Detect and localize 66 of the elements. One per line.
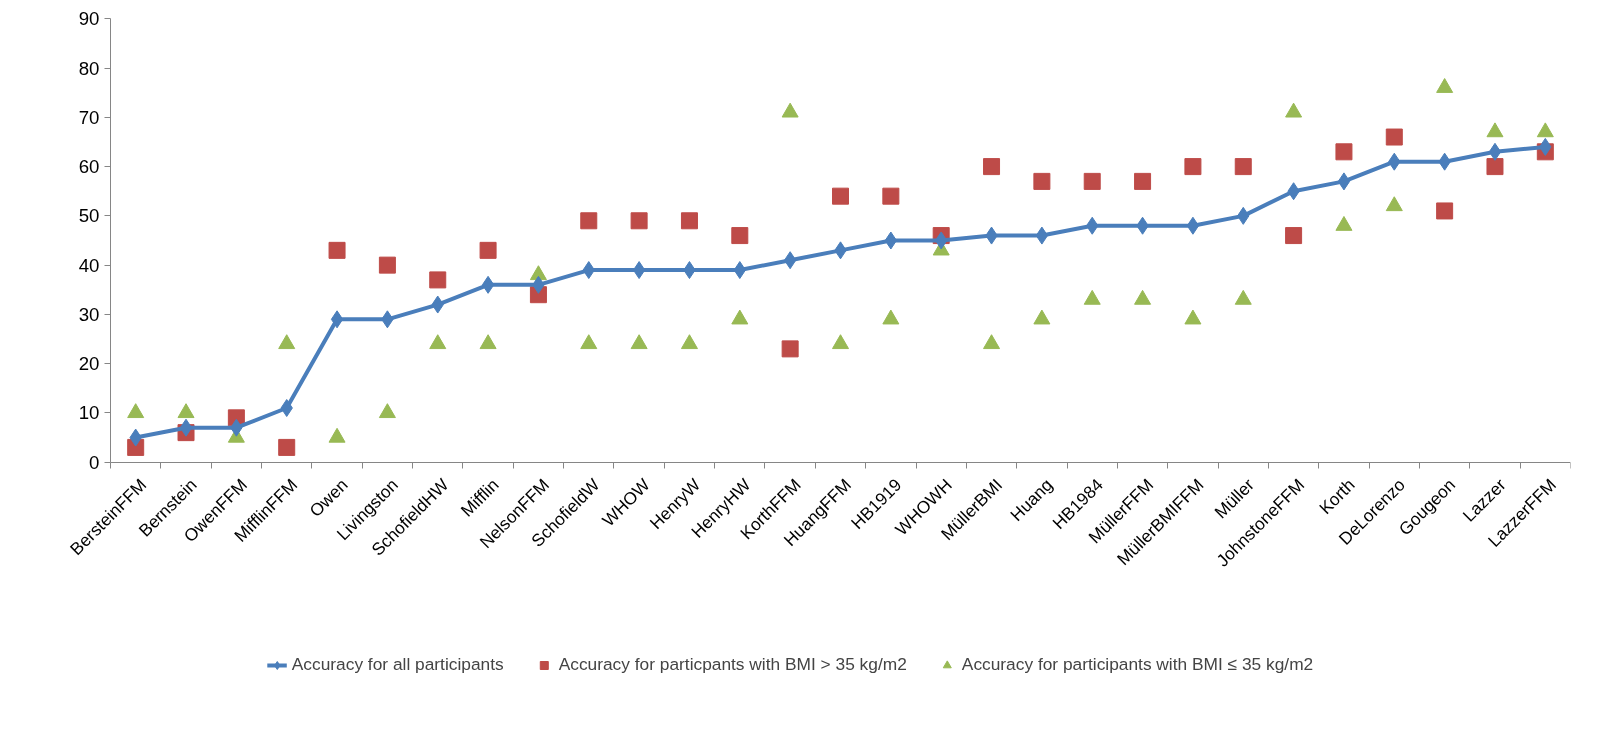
point (1033, 309, 1051, 325)
point (479, 241, 497, 259)
point (632, 261, 646, 280)
point (330, 310, 344, 329)
point (731, 227, 749, 245)
point (1134, 172, 1152, 190)
point (580, 212, 598, 230)
legend-label: Accuracy for participants with BMI ≤ 35 kg/m2 (961, 654, 1314, 675)
point (983, 158, 1001, 176)
point (1234, 289, 1252, 305)
point (1184, 158, 1202, 176)
y-tick-label: 20 (78, 353, 100, 375)
point (1134, 289, 1152, 305)
point (1285, 227, 1303, 245)
point (479, 334, 497, 350)
point (278, 438, 296, 456)
point (278, 334, 296, 350)
point (580, 334, 598, 350)
y-tick-label: 80 (78, 57, 100, 79)
point (1436, 202, 1454, 220)
y-tick-label: 70 (78, 106, 100, 128)
y-tick-label: 90 (78, 8, 100, 30)
point (882, 309, 900, 325)
point (179, 418, 193, 437)
point (680, 212, 698, 230)
y-tick-label: 0 (89, 451, 100, 473)
legend-label: Accuracy for particpants with BMI > 35 kg/m2 (558, 654, 907, 675)
y-tick-label: 50 (78, 205, 100, 227)
point (832, 334, 849, 350)
point (630, 334, 648, 350)
point (378, 256, 396, 274)
point (1184, 309, 1202, 325)
point (328, 241, 346, 259)
point (783, 251, 797, 270)
point (429, 271, 447, 289)
point (378, 403, 396, 419)
point (1083, 289, 1101, 305)
legend-label: Accuracy for all participants (291, 654, 504, 675)
point (1385, 128, 1403, 146)
y-tick-label: 30 (78, 303, 100, 325)
y-tick-label: 10 (78, 402, 100, 424)
point (882, 187, 900, 205)
point (1488, 142, 1502, 161)
point (884, 231, 898, 250)
point (731, 309, 749, 325)
point (832, 187, 849, 205)
point (680, 334, 698, 350)
point (1486, 158, 1504, 176)
point (1035, 226, 1049, 245)
point (1083, 172, 1101, 190)
point (630, 212, 648, 230)
point (983, 334, 1001, 350)
point (177, 403, 195, 419)
point (1234, 158, 1252, 176)
point (781, 340, 799, 358)
point (1385, 196, 1403, 212)
y-tick-label: 40 (78, 254, 100, 276)
point (328, 427, 346, 443)
point (1335, 143, 1353, 161)
point (1186, 216, 1200, 235)
point (1033, 172, 1051, 190)
point (481, 275, 495, 294)
point (429, 334, 447, 350)
point (1337, 172, 1351, 191)
y-tick-label: 60 (78, 156, 100, 178)
point (127, 403, 145, 419)
